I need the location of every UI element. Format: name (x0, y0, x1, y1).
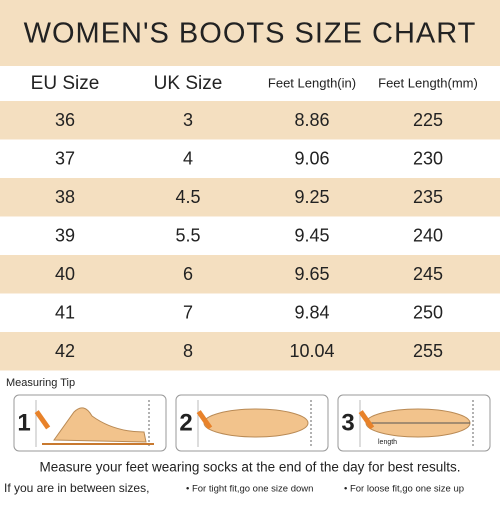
pencil (34, 410, 51, 430)
cell: 41 (55, 303, 75, 323)
footer-tight: • For tight fit,go one size down (186, 484, 313, 495)
step-number: 2 (179, 409, 192, 436)
header-band (0, 0, 500, 66)
row-band (0, 255, 500, 294)
cell: 38 (55, 187, 75, 207)
footer-loose: • For loose fit,go one size up (344, 484, 464, 495)
column-header: UK Size (154, 73, 223, 94)
pencil (196, 410, 213, 430)
cell: 8 (183, 341, 193, 361)
cell: 9.84 (294, 303, 329, 323)
cell: 235 (413, 187, 443, 207)
footer-note: Measure your feet wearing socks at the e… (40, 460, 461, 475)
cell: 10.04 (289, 341, 334, 361)
cell: 39 (55, 226, 75, 246)
cell: 250 (413, 303, 443, 323)
step-number: 1 (17, 409, 30, 436)
cell: 240 (413, 226, 443, 246)
cell: 4.5 (175, 187, 200, 207)
cell: 42 (55, 341, 75, 361)
column-header: Feet Length(in) (268, 75, 356, 90)
footer-between: If you are in between sizes, (4, 481, 149, 495)
cell: 230 (413, 149, 443, 169)
pencil (358, 410, 375, 430)
cell: 37 (55, 149, 75, 169)
cell: 4 (183, 149, 193, 169)
cell: 7 (183, 303, 193, 323)
foot (53, 407, 147, 443)
title: WOMEN'S BOOTS SIZE CHART (24, 18, 477, 50)
step-number: 3 (341, 409, 354, 436)
cell: 3 (183, 110, 193, 130)
cell: 9.65 (294, 264, 329, 284)
cell: 5.5 (175, 226, 200, 246)
column-header: EU Size (31, 73, 100, 94)
cell: 9.25 (294, 187, 329, 207)
cell: 9.45 (294, 226, 329, 246)
column-header: Feet Length(mm) (378, 75, 478, 90)
cell: 245 (413, 264, 443, 284)
row-band (0, 178, 500, 217)
cell: 6 (183, 264, 193, 284)
cell: 9.06 (294, 149, 329, 169)
row-band (0, 101, 500, 140)
cell: 40 (55, 264, 75, 284)
foot (203, 408, 309, 438)
measuring-title: Measuring Tip (6, 377, 75, 389)
cell: 36 (55, 110, 75, 130)
cell: 255 (413, 341, 443, 361)
cell: 225 (413, 110, 443, 130)
cell: 8.86 (294, 110, 329, 130)
row-band (0, 332, 500, 371)
ruler-label: length (378, 439, 397, 446)
